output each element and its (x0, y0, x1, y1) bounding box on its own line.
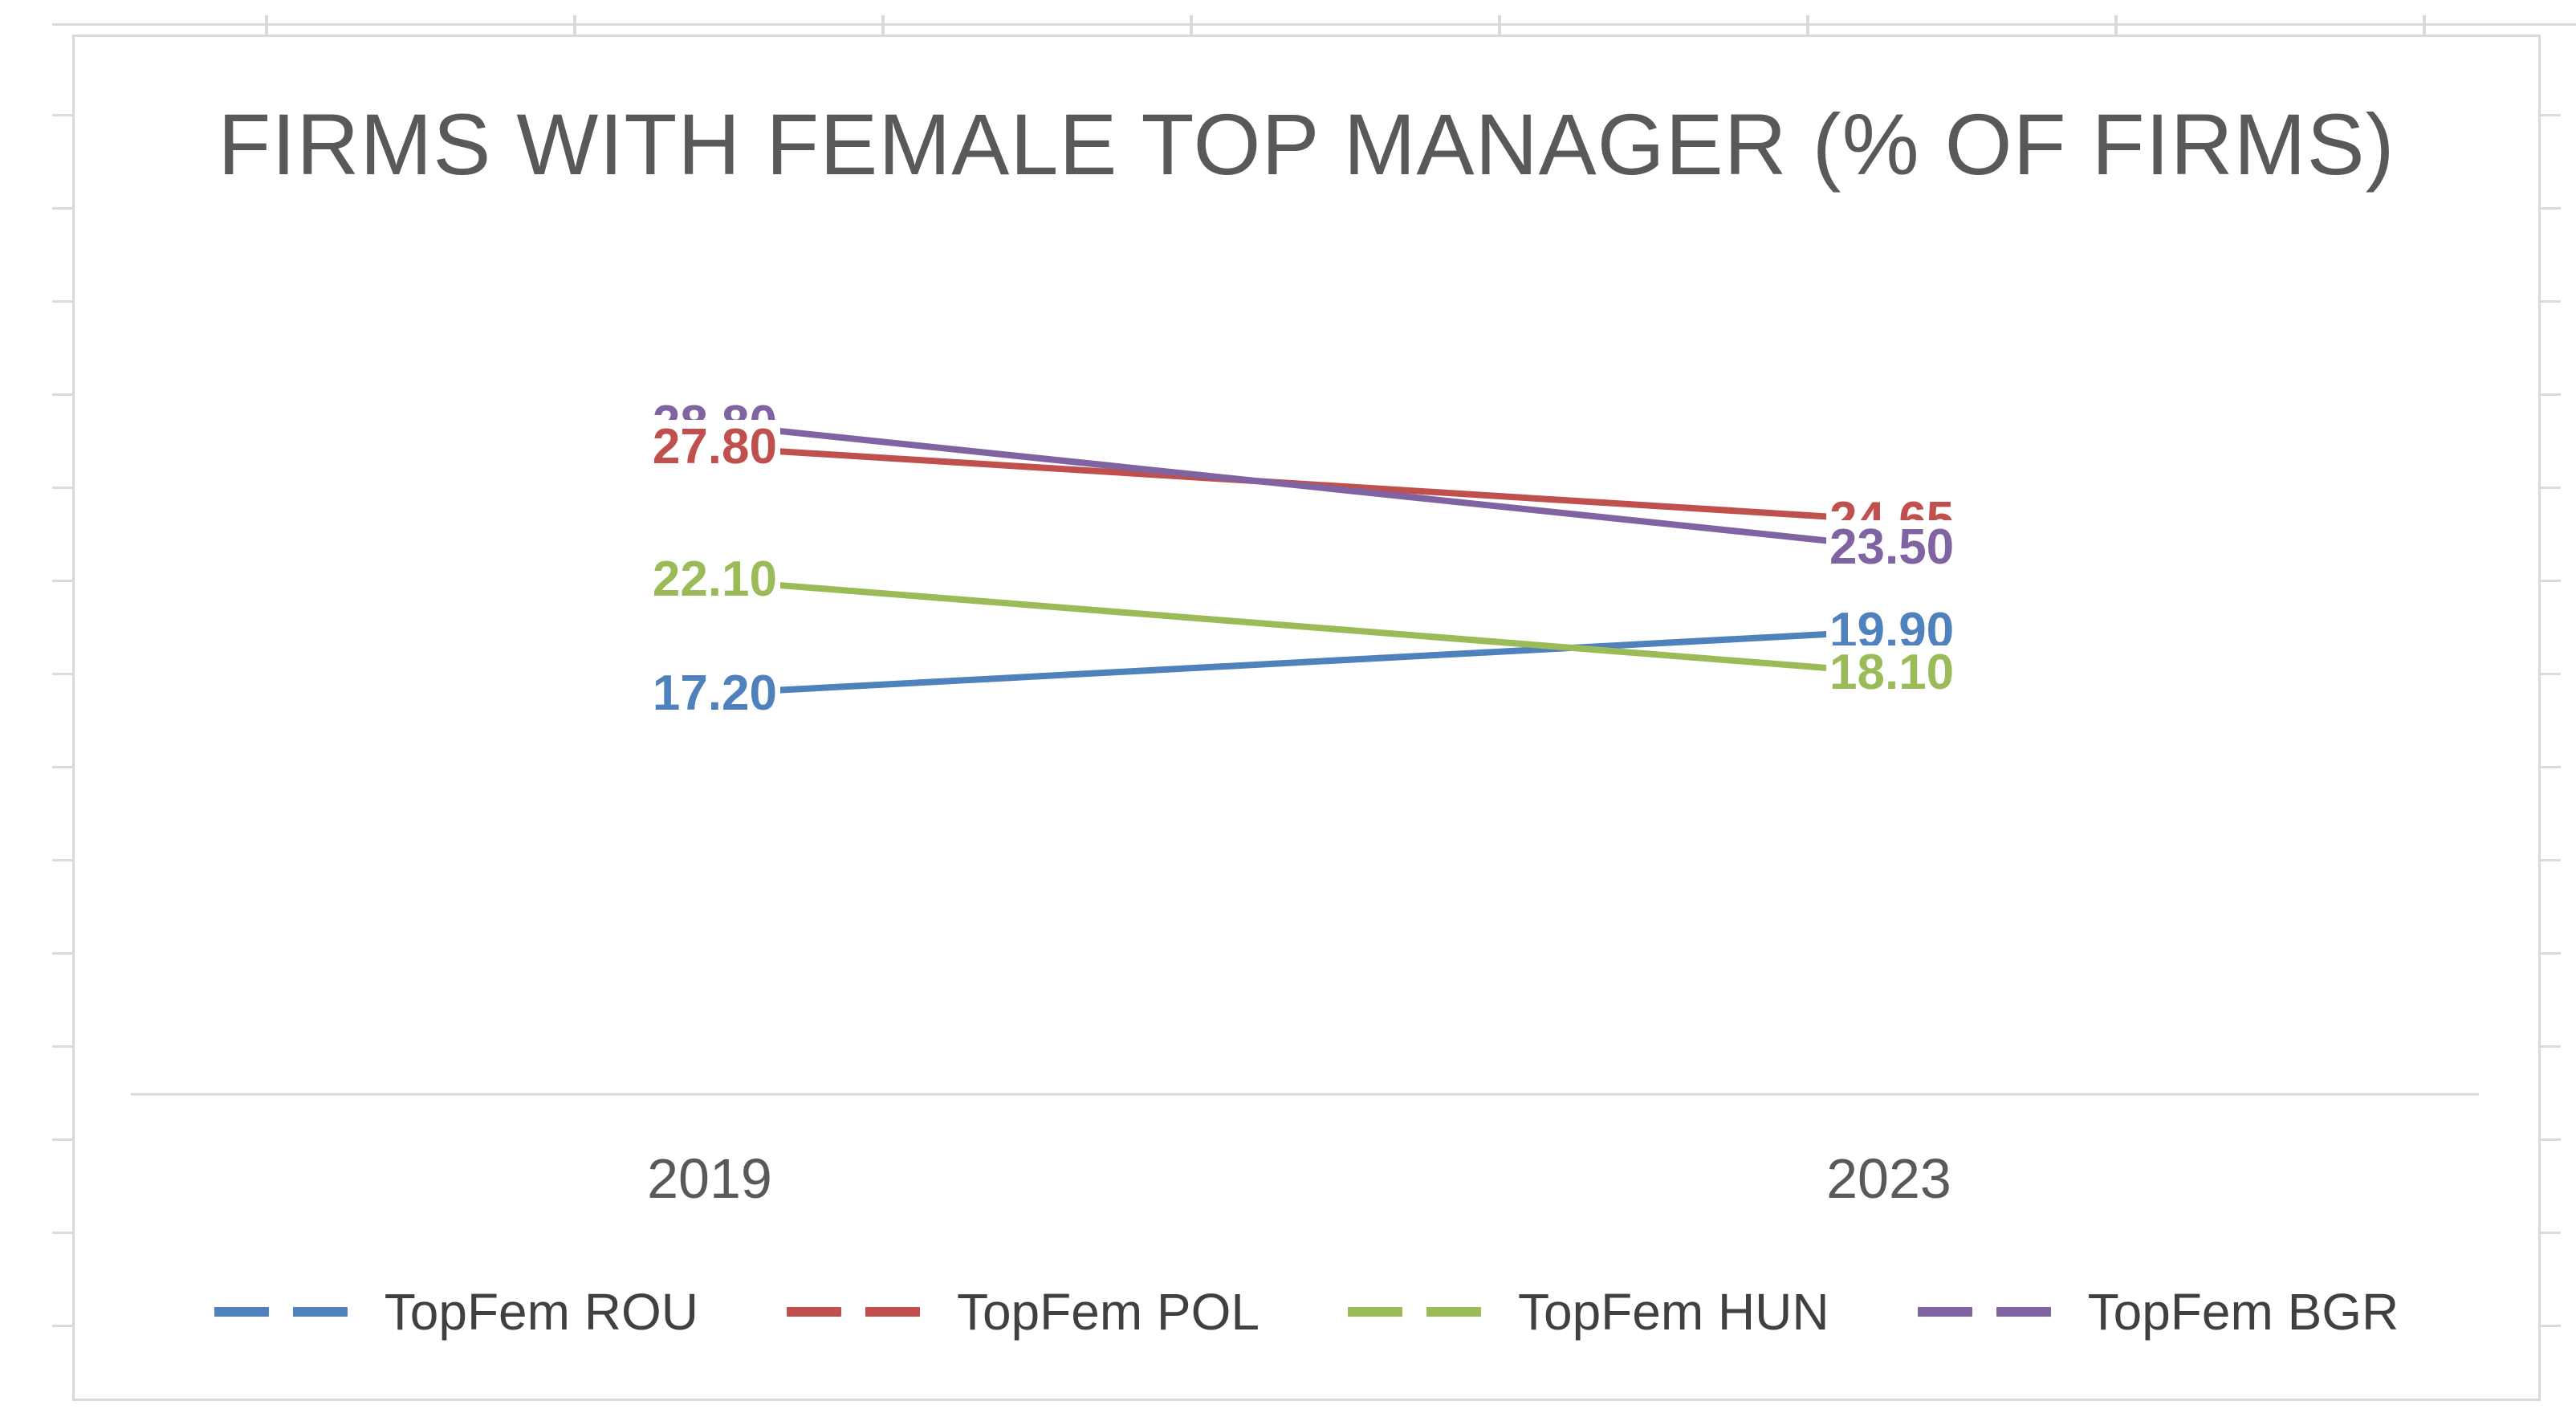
data-label-topfem-rou-2019[interactable]: 17.20 (649, 666, 780, 722)
data-label-topfem-hun-2023[interactable]: 18.10 (1826, 645, 1958, 701)
legend-line-sample-icon (1347, 1307, 1402, 1317)
data-label-topfem-pol-2019[interactable]: 27.80 (649, 419, 780, 474)
chart-area[interactable]: FIRMS WITH FEMALE TOP MANAGER (% OF FIRM… (72, 35, 2541, 1401)
x-axis-label-2019[interactable]: 2019 (647, 1147, 772, 1210)
legend-label: TopFem POL (956, 1283, 1260, 1341)
legend-line-sample-icon (865, 1307, 920, 1317)
x-axis-label-2023[interactable]: 2023 (1826, 1147, 1951, 1210)
sheet-gridlines-rows-left (52, 23, 72, 1332)
sheet-gridlines-rows-right (2541, 23, 2561, 1332)
legend-line-sample-icon (1917, 1307, 1972, 1317)
legend[interactable]: TopFem ROU TopFem POL TopFem HUN TopFem … (75, 1286, 2538, 1338)
legend-line-sample-icon (292, 1307, 348, 1317)
plot-area[interactable] (75, 37, 2543, 1403)
legend-item-topfem-hun[interactable]: TopFem HUN (1347, 1283, 1829, 1341)
data-label-topfem-hun-2019[interactable]: 22.10 (649, 552, 780, 608)
legend-line-sample-icon (786, 1307, 841, 1317)
legend-line-sample-icon (1996, 1307, 2051, 1317)
sheet-gridlines-columns (0, 15, 2576, 35)
legend-line-sample-icon (214, 1307, 269, 1317)
legend-label: TopFem BGR (2087, 1283, 2399, 1341)
data-label-topfem-bgr-2023[interactable]: 23.50 (1826, 519, 1958, 575)
legend-item-topfem-rou[interactable]: TopFem ROU (214, 1286, 698, 1338)
legend-label: TopFem ROU (384, 1283, 698, 1341)
legend-line-sample-icon (1426, 1307, 1481, 1317)
legend-item-topfem-pol[interactable]: TopFem POL (786, 1283, 1260, 1341)
legend-item-topfem-bgr[interactable]: TopFem BGR (1917, 1283, 2399, 1341)
legend-label: TopFem HUN (1517, 1283, 1829, 1341)
chart-title[interactable]: FIRMS WITH FEMALE TOP MANAGER (% OF FIRM… (218, 96, 2395, 193)
